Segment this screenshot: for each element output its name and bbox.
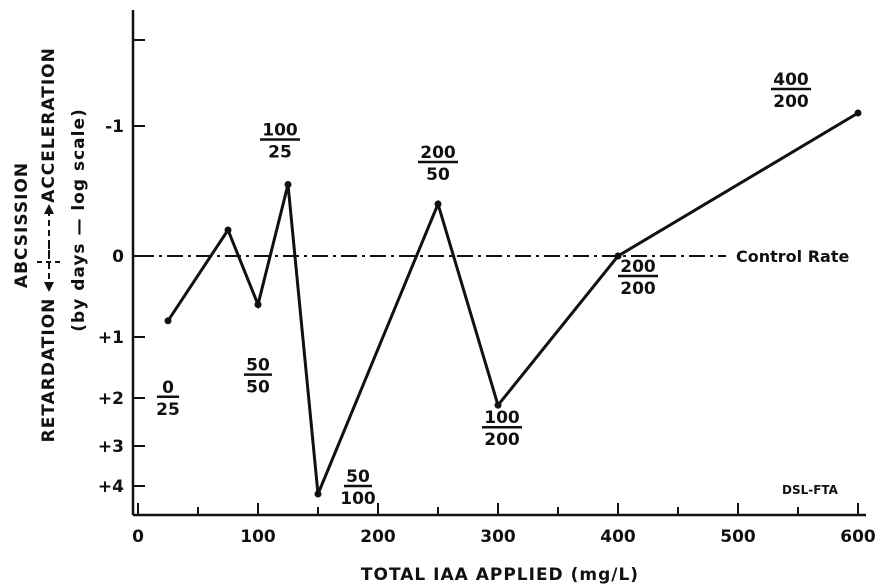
fraction-denominator: 200 — [620, 279, 656, 299]
y-tick-label: +2 — [98, 389, 124, 409]
x-tick-label: 500 — [720, 527, 756, 547]
fraction-denominator: 25 — [156, 400, 180, 420]
fraction-denominator: 200 — [484, 430, 520, 450]
x-tick-label: 100 — [240, 527, 276, 547]
control-rate-label: Control Rate — [736, 247, 849, 266]
y-axis-title-retardation: RETARDATION — [39, 298, 59, 443]
y-axis-direction-arrows — [37, 204, 61, 292]
y-axis-title-line3: (by days — log scale) — [69, 108, 89, 331]
y-tick-label: +4 — [98, 477, 124, 497]
data-point — [164, 317, 172, 325]
x-tick-label: 0 — [132, 527, 144, 547]
fraction-numerator: 0 — [162, 378, 174, 398]
fraction-label: 025 — [156, 378, 180, 420]
fraction-numerator: 200 — [420, 143, 456, 163]
x-tick-label: 300 — [480, 527, 516, 547]
x-axis-title: TOTAL IAA APPLIED (mg/L) — [361, 565, 639, 585]
data-point — [614, 252, 622, 260]
fraction-numerator: 100 — [484, 408, 520, 428]
fraction-numerator: 50 — [346, 467, 370, 487]
y-axis-title-group: ABCSISSION RETARDATION ACCELERATION (by … — [12, 47, 89, 442]
data-point — [494, 401, 502, 409]
data-point — [434, 200, 442, 208]
y-axis-title-acceleration: ACCELERATION — [39, 47, 59, 203]
y-tick-label: -1 — [105, 117, 124, 137]
data-point — [854, 109, 862, 117]
fraction-denominator: 200 — [773, 92, 809, 112]
x-tick-label: 400 — [600, 527, 636, 547]
data-point — [224, 226, 232, 234]
data-point — [314, 490, 322, 498]
fraction-numerator: 100 — [262, 121, 298, 141]
y-tick-label: +1 — [98, 328, 124, 348]
data-point — [284, 181, 292, 188]
data-point — [254, 301, 262, 309]
fraction-numerator: 200 — [620, 257, 656, 277]
credit-label: DSL-FTA — [782, 483, 839, 497]
plot-area: 0 100 200 300 400 500 600 -10+1+2+3+4 Control … — [98, 10, 875, 547]
y-axis-title-line1: ABCSISSION — [12, 162, 32, 288]
y-ticks: -1 0 +1 +2 +3 +4 — [98, 39, 145, 497]
fraction-denominator: 50 — [426, 165, 450, 185]
x-ticks: 0 100 200 300 400 500 600 — [132, 503, 875, 547]
x-tick-label: 600 — [840, 527, 875, 547]
x-tick-label: 200 — [360, 527, 396, 547]
y-tick-label: 0 — [112, 247, 124, 267]
y-tick-label: +3 — [98, 437, 124, 457]
fraction-denominator: 25 — [268, 143, 292, 163]
x-axis-title-group: TOTAL IAA APPLIED (mg/L) — [361, 565, 639, 585]
fraction-denominator: 100 — [340, 489, 376, 509]
fraction-numerator: 400 — [773, 70, 809, 90]
data-points — [164, 109, 862, 498]
fraction-denominator: 50 — [246, 378, 270, 398]
fraction-numerator: 50 — [246, 356, 270, 376]
